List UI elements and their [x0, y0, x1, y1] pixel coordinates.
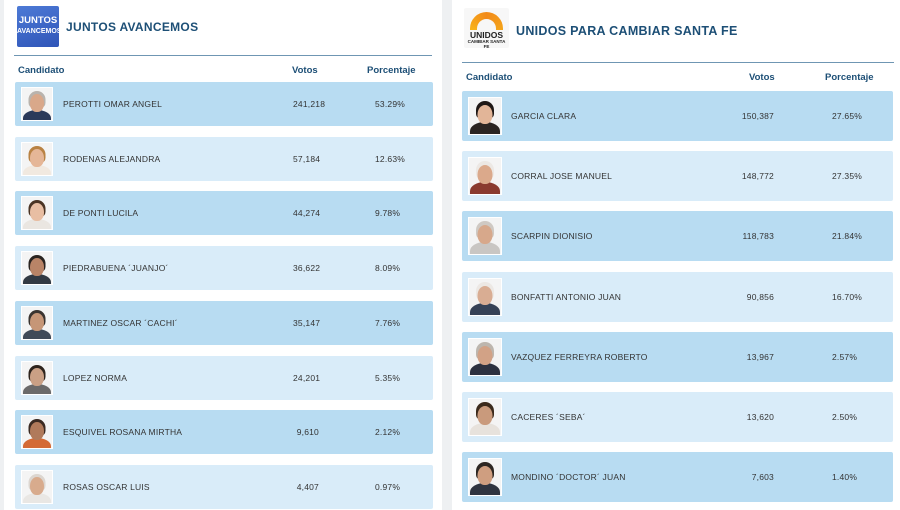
- candidate-photo: [21, 415, 53, 450]
- candidate-percent: 8.09%: [375, 263, 401, 274]
- candidate-votes: 13,620: [746, 412, 774, 422]
- candidate-votes: 44,274: [293, 208, 321, 219]
- candidate-percent: 2.12%: [375, 427, 401, 438]
- candidate-votes: 148,772: [741, 171, 774, 182]
- candidate-photo: [468, 277, 502, 316]
- party-header: JUNTOS AVANCEMOS JUNTOS AVANCEMOS: [4, 0, 442, 56]
- candidate-name: RODENAS ALEJANDRA: [63, 153, 161, 164]
- candidate-name: MONDINO ´DOCTOR´ JUAN: [511, 472, 626, 483]
- candidate-photo: [21, 141, 53, 176]
- candidate-row: DE PONTI LUCILA 44,274 9.78%: [15, 191, 433, 236]
- candidate-row: SCARPIN DIONISIO 118,783 21.84%: [462, 211, 893, 262]
- candidate-photo: [468, 458, 502, 497]
- candidate-votes: 57,184: [293, 153, 321, 164]
- candidate-percent: 0.97%: [375, 481, 401, 492]
- candidate-votes: 241,218: [293, 99, 326, 109]
- candidate-votes: 24,201: [293, 372, 321, 383]
- candidate-photo: [468, 398, 502, 436]
- candidate-photo: [21, 305, 53, 340]
- candidate-row: PEROTTI OMAR ANGEL 241,218 53.29%: [15, 82, 433, 126]
- candidate-row: MARTINEZ OSCAR ´CACHI´ 35,147 7.76%: [15, 300, 433, 345]
- candidate-votes: 118,783: [742, 231, 774, 242]
- candidate-photo: [468, 337, 502, 376]
- column-header-votes: Votos: [292, 65, 318, 76]
- candidate-name: SCARPIN DIONISIO: [511, 231, 593, 242]
- candidate-percent: 27.65%: [832, 111, 863, 121]
- column-header-candidate: Candidato: [18, 65, 65, 76]
- candidate-row: ESQUIVEL ROSANA MIRTHA 9,610 2.12%: [15, 410, 433, 455]
- party-header: UNIDOS CAMBIAR SANTA FE UNIDOS PARA CAMB…: [452, 0, 900, 63]
- candidate-name: LOPEZ NORMA: [63, 372, 128, 383]
- candidate-row: PIEDRABUENA ´JUANJO´ 36,622 8.09%: [15, 246, 433, 291]
- column-header-percent: Porcentaje: [825, 72, 874, 83]
- candidate-name: BONFATTI ANTONIO JUAN: [511, 291, 622, 302]
- candidate-photo: [468, 97, 502, 135]
- candidate-percent: 16.70%: [832, 291, 863, 302]
- candidate-percent: 21.84%: [832, 231, 863, 242]
- candidate-name: DE PONTI LUCILA: [63, 208, 139, 219]
- candidate-percent: 12.63%: [375, 153, 406, 164]
- candidate-votes: 90,856: [746, 291, 774, 302]
- party-panel-unidos-para-cambiar-santa-fe: UNIDOS CAMBIAR SANTA FE UNIDOS PARA CAMB…: [452, 0, 900, 510]
- party-panel-juntos-avancemos: JUNTOS AVANCEMOS JUNTOS AVANCEMOS Candid…: [4, 0, 442, 510]
- candidate-row: CACERES ´SEBA´ 13,620 2.50%: [462, 392, 893, 442]
- candidate-votes: 36,622: [293, 263, 321, 274]
- candidate-row: VAZQUEZ FERREYRA ROBERTO 13,967 2.57%: [462, 331, 893, 382]
- candidate-percent: 9.78%: [375, 208, 401, 219]
- candidate-row: GARCIA CLARA 150,387 27.65%: [462, 91, 893, 141]
- candidate-name: VAZQUEZ FERREYRA ROBERTO: [511, 351, 648, 362]
- party-name: UNIDOS PARA CAMBIAR SANTA FE: [516, 24, 738, 38]
- candidate-name: MARTINEZ OSCAR ´CACHI´: [63, 317, 178, 328]
- column-header-candidate: Candidato: [466, 72, 513, 83]
- unidos-logo: UNIDOS CAMBIAR SANTA FE: [464, 8, 509, 48]
- candidate-row: BONFATTI ANTONIO JUAN 90,856 16.70%: [462, 271, 893, 322]
- candidate-name: PEROTTI OMAR ANGEL: [63, 99, 163, 109]
- candidate-row: MONDINO ´DOCTOR´ JUAN 7,603 1.40%: [462, 452, 893, 503]
- candidate-name: PIEDRABUENA ´JUANJO´: [63, 263, 169, 274]
- candidate-photo: [21, 87, 53, 121]
- candidate-percent: 7.76%: [375, 317, 401, 328]
- candidate-percent: 27.35%: [832, 171, 863, 182]
- candidate-name: GARCIA CLARA: [511, 111, 577, 121]
- candidate-photo: [468, 217, 502, 256]
- candidate-votes: 7,603: [751, 472, 774, 483]
- candidate-votes: 4,407: [296, 481, 319, 492]
- column-header-percent: Porcentaje: [367, 65, 416, 76]
- candidate-votes: 13,967: [746, 351, 774, 362]
- candidate-votes: 35,147: [293, 317, 321, 328]
- candidate-votes: 150,387: [741, 111, 774, 121]
- candidate-percent: 2.57%: [832, 351, 858, 362]
- candidate-percent: 5.35%: [375, 372, 401, 383]
- column-header-votes: Votos: [749, 72, 775, 83]
- candidate-votes: 9,610: [296, 427, 319, 438]
- header-divider: [14, 55, 432, 56]
- candidate-name: CACERES ´SEBA´: [511, 412, 586, 422]
- juntos-avancemos-logo: JUNTOS AVANCEMOS: [17, 6, 59, 47]
- candidate-photo: [21, 469, 53, 504]
- candidate-name: ROSAS OSCAR LUIS: [63, 481, 150, 492]
- candidate-percent: 53.29%: [375, 99, 406, 109]
- candidate-row: LOPEZ NORMA 24,201 5.35%: [15, 355, 433, 400]
- candidate-percent: 2.50%: [832, 412, 858, 422]
- party-name: JUNTOS AVANCEMOS: [66, 20, 199, 34]
- candidate-row: ROSAS OSCAR LUIS 4,407 0.97%: [15, 464, 433, 509]
- candidate-photo: [468, 157, 502, 196]
- candidate-name: ESQUIVEL ROSANA MIRTHA: [63, 427, 183, 438]
- candidate-photo: [21, 360, 53, 395]
- candidate-name: CORRAL JOSE MANUEL: [511, 171, 613, 182]
- candidate-photo: [21, 251, 53, 286]
- candidate-percent: 1.40%: [832, 472, 858, 483]
- candidate-row: RODENAS ALEJANDRA 57,184 12.63%: [15, 136, 433, 181]
- candidate-row: CORRAL JOSE MANUEL 148,772 27.35%: [462, 151, 893, 202]
- header-divider: [462, 62, 894, 63]
- candidate-photo: [21, 196, 53, 231]
